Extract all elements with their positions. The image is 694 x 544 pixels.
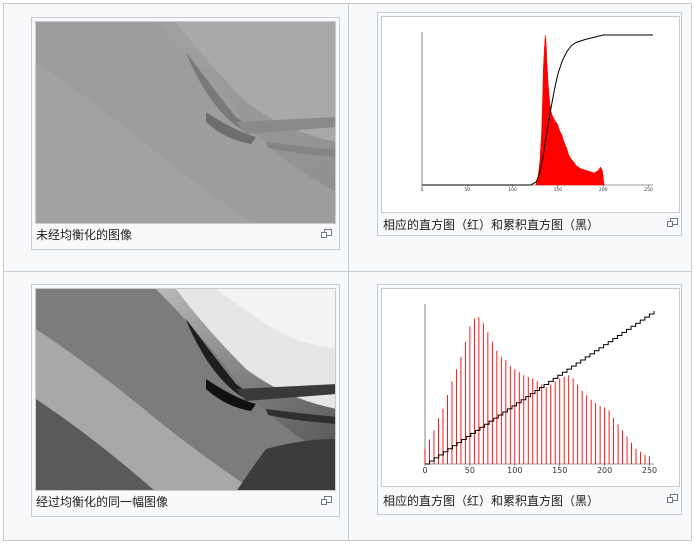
gallery-item-equalized-histogram[interactable]: 0 50 100 150 200 250 相应的直方图（红）和累积直方图（黑） xyxy=(377,284,682,515)
caption-original-histogram: 相应的直方图（红）和累积直方图（黑） xyxy=(383,218,600,232)
gallery-grid: 未经均衡化的图像 0 50 100 150 200 250 相应的直方图（红）和累积直方图… xyxy=(3,3,692,541)
x-tick-label: 200 xyxy=(599,187,608,193)
cumulative-line xyxy=(422,34,653,186)
histogram-area xyxy=(535,34,605,186)
equalized-landscape-image[interactable] xyxy=(36,289,336,491)
x-tick-label: 0 xyxy=(421,187,424,193)
x-tick-label: 100 xyxy=(507,466,522,475)
caption-original-image: 未经均衡化的图像 xyxy=(36,228,133,242)
x-tick-label: 250 xyxy=(644,187,653,193)
x-tick-label: 150 xyxy=(554,187,563,193)
cumulative-line xyxy=(425,311,655,465)
gallery-item-original-histogram[interactable]: 0 50 100 150 200 250 相应的直方图（红）和累积直方图（黑） xyxy=(377,12,682,236)
caption-equalized-image: 经过均衡化的同一幅图像 xyxy=(36,495,169,509)
x-tick-label: 250 xyxy=(642,466,657,475)
gallery-item-equalized-image[interactable]: 经过均衡化的同一幅图像 xyxy=(31,284,340,517)
grid-divider-vertical xyxy=(348,4,349,540)
magnify-icon[interactable] xyxy=(321,229,332,238)
magnify-icon[interactable] xyxy=(667,218,678,227)
x-tick-label: 50 xyxy=(465,466,475,475)
caption-equalized-histogram: 相应的直方图（红）和累积直方图（黑） xyxy=(383,494,600,508)
x-tick-label: 150 xyxy=(552,466,567,475)
x-tick-label: 100 xyxy=(508,187,517,193)
x-tick-label: 200 xyxy=(597,466,612,475)
x-tick-label: 0 xyxy=(422,466,427,475)
magnify-icon[interactable] xyxy=(667,494,678,503)
magnify-icon[interactable] xyxy=(321,496,332,505)
grid-divider-horizontal xyxy=(4,271,691,272)
original-histogram-chart[interactable]: 0 50 100 150 200 250 xyxy=(382,17,680,213)
gallery-item-original-image[interactable]: 未经均衡化的图像 xyxy=(31,17,340,250)
x-tick-label: 50 xyxy=(464,187,470,193)
equalized-histogram-chart[interactable]: 0 50 100 150 200 250 xyxy=(382,289,680,487)
original-landscape-image[interactable] xyxy=(36,22,336,224)
